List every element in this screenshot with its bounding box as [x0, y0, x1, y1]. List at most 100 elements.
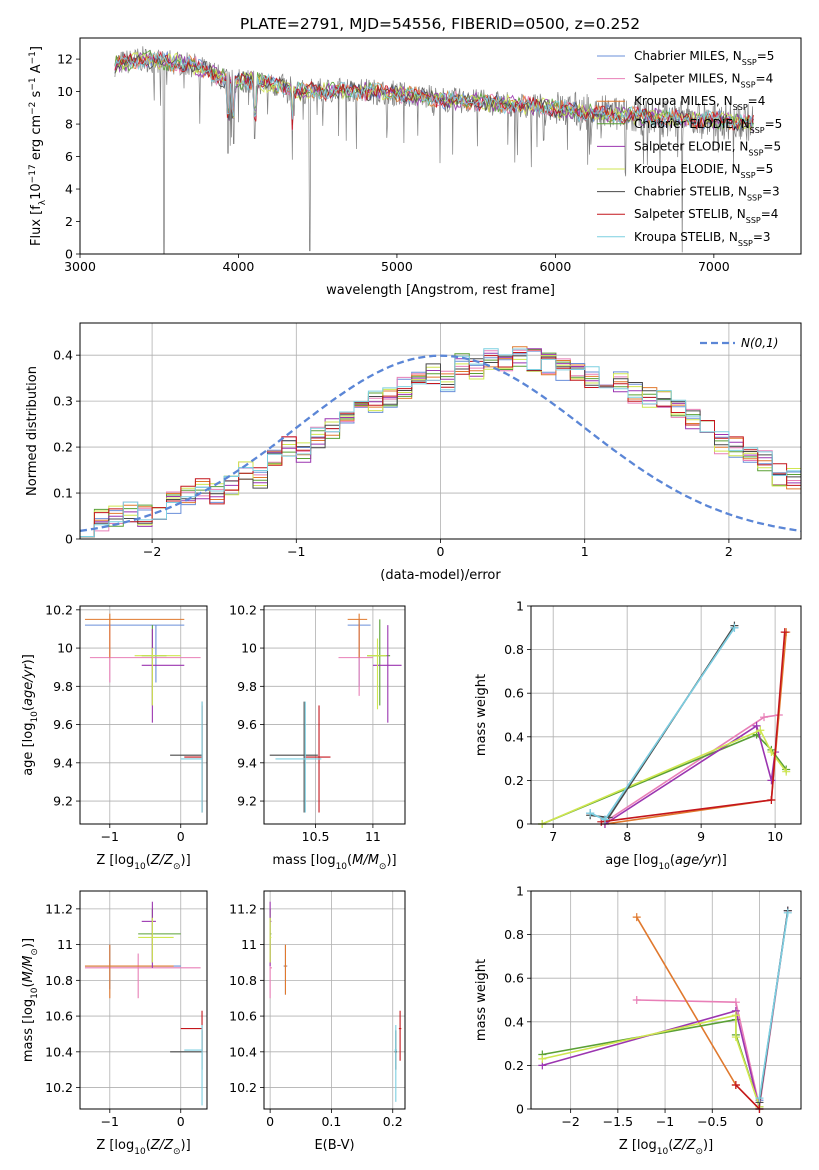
x-tick-label: −1	[656, 1114, 674, 1129]
legend-entry: Kroupa MILES, NSSP=4	[634, 94, 765, 112]
legend-entry: Salpeter STELIB, NSSP=4	[634, 207, 778, 225]
weight-line-5	[542, 1014, 761, 1108]
weight-marker	[752, 721, 761, 730]
residual_hist-axes: −2 −1 0 1 2 0 0.1 0.2 0.3 0.4	[53, 323, 801, 559]
y-tick-label: 0	[65, 247, 73, 262]
weight-marker	[780, 628, 789, 637]
y-tick-label: 9.2	[237, 794, 257, 809]
legend-entry: Kroupa STELIB, NSSP=3	[634, 230, 771, 248]
y-tick-label: 0.2	[53, 440, 73, 455]
x-tick-label: 6000	[539, 259, 571, 274]
y-tick-label: 9.2	[53, 794, 73, 809]
mass_vs_Z-xlabel: Z [log10(Z/Z⊙)]	[96, 1138, 190, 1157]
mass_vs_ebv-frame	[263, 890, 406, 1110]
y-tick-label: 11.2	[229, 901, 257, 916]
y-tick-label: 0.8	[504, 927, 524, 942]
mass_vs_ebv-xlabel: E(B-V)	[314, 1138, 354, 1153]
x-tick-label: −0.5	[697, 1114, 727, 1129]
weight-line-8	[758, 912, 789, 1099]
gaussian-curve	[79, 354, 802, 533]
weight-marker	[731, 1011, 740, 1020]
y-tick-label: 0.3	[53, 394, 73, 409]
weight-line-2	[636, 916, 761, 1109]
weight-line-0	[589, 627, 736, 821]
y-tick-label: 1	[516, 884, 524, 899]
y-tick-label: 12	[57, 52, 73, 67]
histogram-xlabel: (data-model)/error	[380, 568, 501, 583]
age_vs_Z-xlabel: Z [log10(Z/Z⊙)]	[96, 853, 190, 872]
weight-line-2	[604, 632, 787, 824]
weight-line-4	[542, 1009, 761, 1109]
weight-line-3	[541, 733, 787, 824]
y-tick-label: 10.2	[45, 1080, 73, 1095]
weight-marker	[767, 776, 776, 785]
x-tick-label: 0	[177, 1114, 185, 1129]
y-tick-label: 4	[65, 182, 73, 197]
y-tick-label: 0	[516, 817, 524, 832]
y-tick-label: 9.6	[53, 717, 73, 732]
legend-entry: Chabrier MILES, NSSP=5	[634, 49, 774, 67]
histogram-frame	[79, 322, 802, 540]
x-tick-label: 0.1	[321, 1114, 341, 1129]
weight-line-5	[541, 729, 787, 824]
model-spectrum-8	[114, 51, 754, 129]
x-tick-label: 0	[177, 829, 185, 844]
weight-marker	[755, 1094, 764, 1103]
y-tick-label: 10.8	[45, 973, 73, 988]
weight-line-4	[604, 724, 776, 824]
histogram-ylabel: Normed distribution	[25, 366, 40, 496]
weight-marker	[731, 1033, 740, 1042]
massweight_vs_Z-ylabel: mass weight	[474, 959, 489, 1041]
massweight_vs_Z-xlabel: Z [log10(Z/Z⊙)]	[619, 1138, 713, 1157]
histogram-8	[80, 348, 801, 537]
weight-marker	[783, 908, 792, 917]
legend-entry: Chabrier ELODIE, NSSP=5	[634, 117, 782, 135]
weight-marker	[760, 713, 769, 722]
weight-line-3	[542, 1018, 761, 1108]
weight-marker	[767, 796, 776, 805]
x-tick-label: 4000	[223, 259, 255, 274]
y-tick-label: 0.1	[53, 486, 73, 501]
y-tick-label: 0.4	[504, 1014, 524, 1029]
y-tick-label: 10	[57, 641, 73, 656]
massweight_vs_Z-axes: −2 −1.5 −1 −0.5 0 0 0.2 0.4 0.6 0.8 1	[504, 884, 801, 1129]
weight-marker	[731, 1081, 740, 1090]
legend-entry: Chabrier STELIB, NSSP=3	[634, 185, 780, 203]
weight-marker	[586, 809, 595, 818]
y-tick-label: 10.4	[229, 1044, 257, 1059]
y-tick-label: 11	[57, 937, 73, 952]
x-tick-label: 0	[266, 1114, 274, 1129]
x-tick-label: 3000	[64, 259, 96, 274]
y-tick-label: 11.2	[45, 901, 73, 916]
mass_vs_ebv-axes: 0 0.1 0.2 10.2 10.4 10.6 10.8 11 11.2	[229, 891, 405, 1129]
x-tick-label: 9	[697, 829, 705, 844]
y-tick-label: 10.8	[229, 973, 257, 988]
weight-marker	[632, 913, 641, 922]
y-tick-label: 8	[65, 117, 73, 132]
y-tick-label: 9.4	[53, 755, 73, 770]
y-tick-label: 6	[65, 149, 73, 164]
y-tick-label: 0.6	[504, 686, 524, 701]
age_vs_mass-axes: 10.5 11 9.2 9.4 9.6 9.8 10 10.2	[229, 602, 405, 844]
legend-entry: Salpeter ELODIE, NSSP=5	[634, 139, 781, 157]
y-tick-label: 0	[65, 532, 73, 547]
y-tick-label: 9.8	[237, 679, 257, 694]
y-tick-label: 9.4	[237, 755, 257, 770]
y-tick-label: 0.8	[504, 642, 524, 657]
x-tick-label: −1	[287, 544, 305, 559]
x-tick-label: 11	[365, 829, 381, 844]
x-tick-label: −1	[101, 1114, 119, 1129]
x-tick-label: 0	[437, 544, 445, 559]
y-tick-label: 10	[57, 84, 73, 99]
y-tick-label: 0.4	[504, 729, 524, 744]
x-tick-label: 0.2	[383, 1114, 403, 1129]
x-tick-label: 10	[767, 829, 783, 844]
age_vs_mass-xlabel: mass [log10(M/M⊙)]	[272, 853, 396, 872]
y-tick-label: 10.6	[229, 1009, 257, 1024]
spectrum-axes: 3000 4000 5000 6000 7000 0 2 4 6 8 10 12	[57, 52, 730, 274]
weight-marker	[756, 726, 765, 735]
mass_vs_Z-axes: −1 0 10.2 10.4 10.6 10.8 11 11.2	[45, 891, 207, 1129]
y-tick-label: 0.6	[504, 971, 524, 986]
mass_vs_Z-frame	[79, 890, 208, 1110]
